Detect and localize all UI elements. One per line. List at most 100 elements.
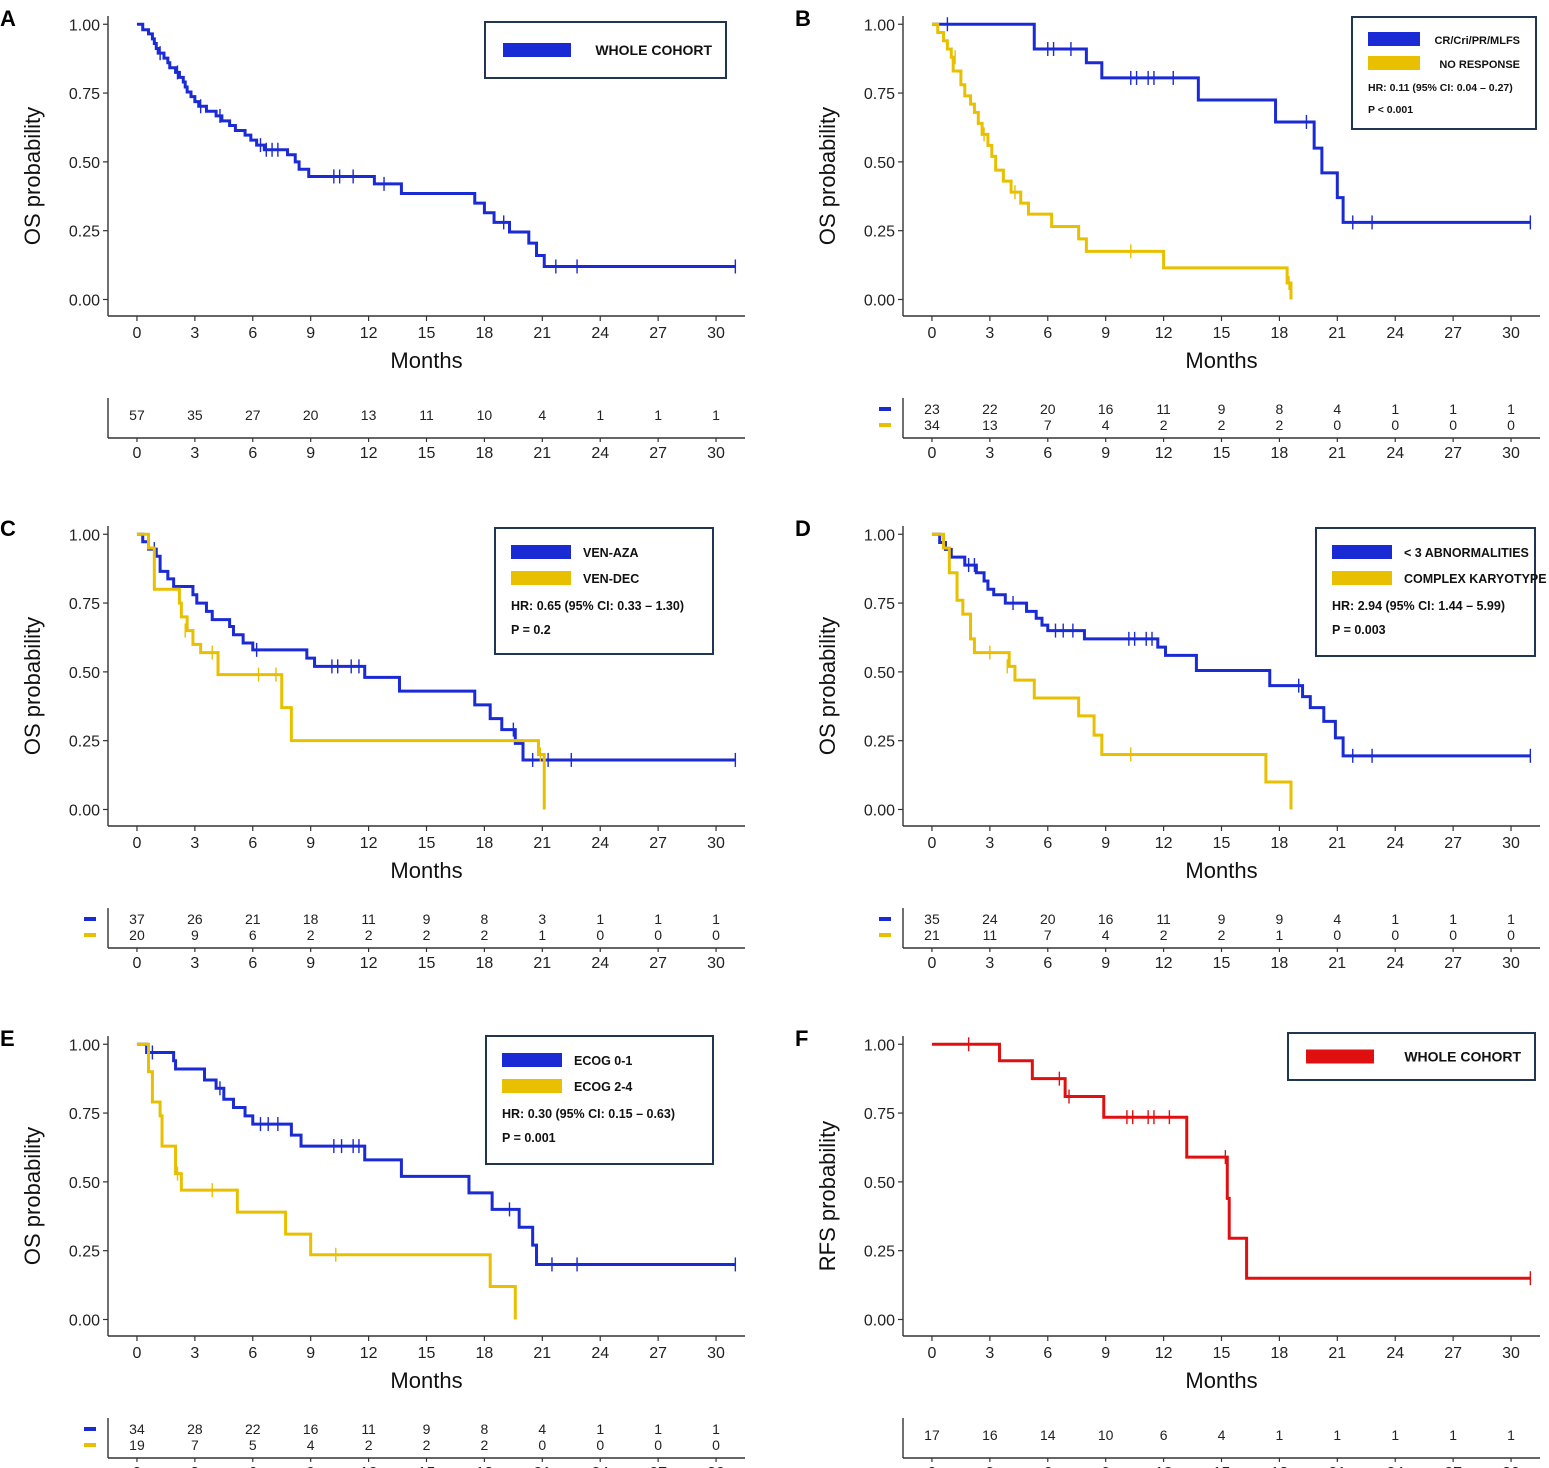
risk-tick-label: 21 <box>1328 1465 1346 1468</box>
risk-tick-label: 15 <box>1213 445 1231 462</box>
x-tick-label: 3 <box>985 835 994 852</box>
risk-tick-label: 27 <box>649 445 667 462</box>
risk-tick-label: 24 <box>591 1465 609 1468</box>
risk-tick-label: 18 <box>1271 1465 1289 1468</box>
risk-tick-label: 9 <box>306 1465 315 1468</box>
risk-tick-label: 24 <box>1386 445 1404 462</box>
km-curve <box>136 1042 736 1266</box>
risk-tick-label: 3 <box>985 445 994 462</box>
risk-count: 7 <box>1044 417 1052 433</box>
risk-count: 0 <box>1449 417 1457 433</box>
x-tick-label: 12 <box>360 1345 378 1362</box>
risk-tick-label: 0 <box>133 445 142 462</box>
risk-count: 34 <box>129 1421 145 1437</box>
risk-count: 0 <box>538 1437 546 1453</box>
risk-tick-label: 0 <box>133 1465 142 1468</box>
legend-stat: P = 0.2 <box>511 623 551 637</box>
x-axis-title: Months <box>1185 858 1257 883</box>
risk-count: 20 <box>303 407 319 423</box>
risk-tick-label: 27 <box>1444 445 1462 462</box>
risk-count: 4 <box>1333 911 1341 927</box>
risk-count: 1 <box>1276 927 1284 943</box>
risk-count: 16 <box>303 1421 319 1437</box>
x-tick-label: 15 <box>1213 835 1231 852</box>
x-tick-label: 27 <box>649 1345 667 1362</box>
risk-tick-label: 24 <box>591 955 609 972</box>
km-curve <box>931 22 1293 300</box>
risk-tick-label: 12 <box>1155 445 1173 462</box>
risk-tick-label: 6 <box>1043 445 1052 462</box>
legend-stat: P = 0.001 <box>502 1131 556 1145</box>
x-tick-label: 9 <box>306 1345 315 1362</box>
y-axis-title: OS probability <box>20 107 45 245</box>
risk-tick-label: 15 <box>418 955 436 972</box>
x-tick-label: 6 <box>248 325 257 342</box>
y-tick-label: 0.50 <box>69 665 100 682</box>
legend-label: ECOG 0-1 <box>574 1054 632 1068</box>
risk-tick-label: 18 <box>476 955 494 972</box>
km-series-0 <box>136 532 737 767</box>
y-tick-label: 0.75 <box>69 596 100 613</box>
legend-stat: HR: 0.65 (95% CI: 0.33 – 1.30) <box>511 599 684 613</box>
x-tick-label: 24 <box>1386 835 1404 852</box>
risk-count: 1 <box>1391 401 1399 417</box>
y-axis-title: OS probability <box>20 617 45 755</box>
legend: ECOG 0-1 ECOG 2-4 HR: 0.30 (95% CI: 0.15 –… <box>485 1035 714 1165</box>
x-tick-label: 30 <box>707 1345 725 1362</box>
legend-label: WHOLE COHORT <box>595 42 712 58</box>
legend-stat: HR: 0.30 (95% CI: 0.15 – 0.63) <box>502 1107 675 1121</box>
risk-tick-label: 24 <box>1386 955 1404 972</box>
risk-count: 11 <box>1156 911 1171 927</box>
risk-count: 13 <box>982 417 998 433</box>
risk-count: 0 <box>712 1437 720 1453</box>
x-tick-label: 12 <box>360 835 378 852</box>
panel-a: A0.000.250.500.751.000 3 6 9 12 15 18 21 24 27 30M… <box>0 6 745 462</box>
legend: VEN-AZA VEN-DEC HR: 0.65 (95% CI: 0.33 – 1… <box>494 527 714 655</box>
risk-tick-label: 21 <box>533 955 551 972</box>
risk-count: 4 <box>1102 927 1110 943</box>
risk-tick-label: 12 <box>1155 955 1173 972</box>
risk-count: 0 <box>654 1437 662 1453</box>
x-tick-label: 30 <box>707 835 725 852</box>
panel-letter: E <box>0 1026 15 1051</box>
risk-count: 1 <box>538 927 546 943</box>
risk-count: 0 <box>1507 417 1515 433</box>
y-tick-label: 0.25 <box>69 224 100 241</box>
km-series-0 <box>931 17 1532 230</box>
y-tick-label: 0.75 <box>69 86 100 103</box>
risk-count: 34 <box>924 417 940 433</box>
legend: CR/Cri/PR/MLFS NO RESPONSE HR: 0.11 (95% C… <box>1351 16 1537 130</box>
risk-tick-label: 24 <box>591 445 609 462</box>
x-tick-label: 3 <box>190 325 199 342</box>
y-tick-label: 1.00 <box>864 17 895 34</box>
y-tick-label: 0.25 <box>864 224 895 241</box>
x-tick-label: 27 <box>1444 1345 1462 1362</box>
risk-table: 37 26 21 18 11 9 8 3 1 1 120 9 6 2 2 2 2 1 0 0 00 3 6 9 12 15 18 21… <box>84 908 745 972</box>
risk-count: 2 <box>1276 417 1284 433</box>
km-series-1 <box>931 22 1293 300</box>
km-series-1 <box>136 532 546 810</box>
risk-tick-label: 3 <box>190 1465 199 1468</box>
risk-count: 5 <box>249 1437 257 1453</box>
risk-count: 2 <box>307 927 315 943</box>
y-tick-label: 1.00 <box>69 527 100 544</box>
y-tick-label: 0.00 <box>864 292 895 309</box>
x-tick-label: 24 <box>1386 1345 1404 1362</box>
risk-count: 6 <box>1160 1427 1168 1443</box>
panel-letter: A <box>0 6 16 31</box>
x-tick-label: 9 <box>306 325 315 342</box>
risk-count: 11 <box>983 927 998 943</box>
risk-tick-label: 18 <box>1271 445 1289 462</box>
risk-count: 27 <box>245 407 261 423</box>
x-tick-label: 3 <box>190 835 199 852</box>
x-tick-label: 18 <box>476 325 494 342</box>
risk-count: 4 <box>1333 401 1341 417</box>
risk-tick-label: 18 <box>476 445 494 462</box>
risk-count: 23 <box>924 401 940 417</box>
risk-count: 1 <box>1507 401 1515 417</box>
km-curve <box>136 532 546 810</box>
legend-label: WHOLE COHORT <box>1404 1049 1521 1065</box>
risk-tick-label: 0 <box>928 955 937 972</box>
risk-count: 57 <box>129 407 145 423</box>
risk-count: 2 <box>481 927 489 943</box>
